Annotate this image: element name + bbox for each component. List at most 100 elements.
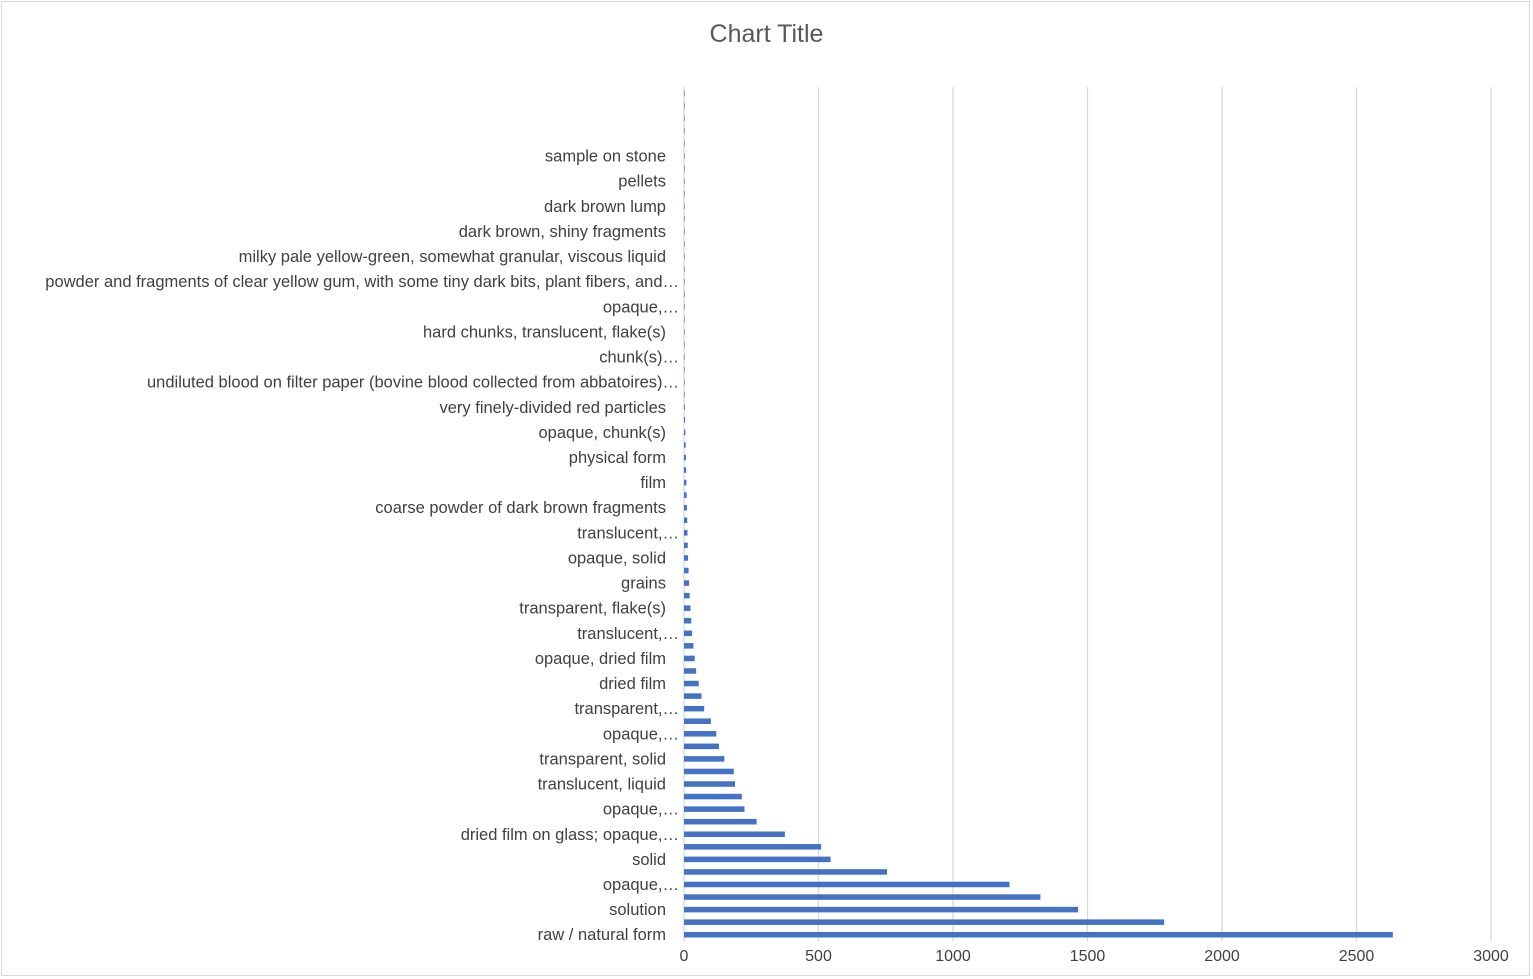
category-label: solid [632,851,666,869]
category-label: undiluted blood on filter paper (bovine … [147,374,679,392]
category-label: pellets [618,173,666,191]
bar [684,919,1165,925]
bar [684,266,685,272]
bar [684,617,692,624]
bar [684,643,694,649]
bar [684,467,687,473]
bar [684,241,685,247]
bar [684,756,725,762]
bar [684,115,685,122]
category-label: dark brown, shiny fragments [459,223,666,241]
chart-title: Chart Title [709,20,824,48]
category-label: transparent, solid [539,750,666,768]
category-label: grains [621,575,666,593]
bar [684,555,689,561]
x-tick-label: 2000 [1204,948,1240,965]
bar [684,492,687,498]
x-tick-label: 0 [680,948,689,965]
bar [684,429,686,436]
bar [684,517,688,524]
category-label: translucent,… [577,524,679,542]
bar [684,253,685,260]
bar [684,793,742,800]
bar [684,630,693,637]
category-label: opaque, dried film [535,650,666,668]
bar [684,442,686,448]
bar [684,605,691,611]
bar [684,881,1010,888]
category-label: transparent, flake(s) [519,600,666,618]
bar [684,366,685,373]
bar [684,705,705,712]
category-label: hard chunks, translucent, flake(s) [423,323,666,341]
bar [684,316,685,323]
category-label: dried film [599,675,666,693]
bar [684,781,736,787]
bar [684,341,685,348]
bar [684,731,717,737]
bar [684,668,697,674]
bar [684,768,734,775]
bar [684,592,690,599]
category-label: opaque,… [603,298,679,316]
category-label: milky pale yellow-green, somewhat granul… [239,248,666,266]
bar [684,190,685,197]
category-label: opaque, solid [568,549,666,567]
category-label: solution [609,901,666,919]
bar [684,894,1041,900]
category-label: opaque,… [603,876,679,894]
bar [684,831,785,838]
bar [684,693,702,699]
category-label: chunk(s)… [599,349,679,367]
bar [684,103,685,109]
bar [684,153,685,159]
category-label: powder and fragments of clear yellow gum… [45,273,679,291]
bar [684,417,686,423]
bar [684,304,685,310]
x-tick-label: 3000 [1473,948,1509,965]
bar [684,806,745,812]
bar [684,379,685,385]
x-tick-label: 500 [805,948,832,965]
bar [684,140,685,147]
bar [684,856,831,863]
category-label: translucent, liquid [538,776,666,794]
bar [684,567,689,574]
category-label: opaque, chunk(s) [539,424,667,442]
bar [684,216,685,222]
bar [684,906,1079,913]
bar [684,718,711,724]
category-label: very finely-divided red particles [439,399,666,417]
bar [684,931,1393,938]
category-label: dark brown lump [544,198,666,216]
bar [684,203,685,210]
bar [684,844,822,850]
category-label: dried film on glass; opaque,… [461,826,679,844]
bar [684,165,685,172]
category-label: opaque,… [603,801,679,819]
category-label: opaque,… [603,725,679,743]
bar [684,504,687,511]
bar [684,278,685,285]
bar [684,869,888,875]
bar [684,680,699,687]
bar [684,291,685,297]
bar [684,818,757,825]
x-tick-label: 1500 [1070,948,1106,965]
bar [684,743,719,750]
category-label: coarse powder of dark brown fragments [375,499,666,517]
category-label: raw / natural form [538,926,666,944]
bar [684,90,685,97]
x-tick-label: 1000 [935,948,971,965]
category-label: translucent,… [577,625,679,643]
category-label: sample on stone [545,148,666,166]
x-tick-label: 2500 [1339,948,1375,965]
bar [684,228,685,235]
bar [684,391,685,398]
bar [684,479,687,486]
bar [684,454,686,461]
bar [684,580,690,586]
category-label: transparent,… [574,700,679,718]
